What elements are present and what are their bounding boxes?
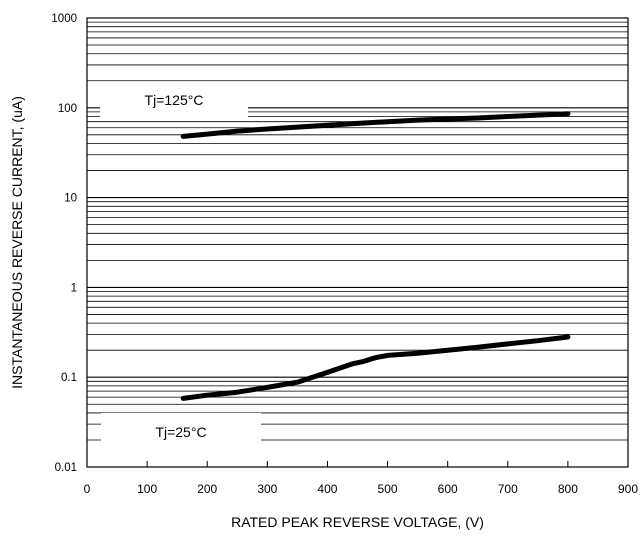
x-tick-label: 600 xyxy=(438,482,458,496)
plot-frame xyxy=(86,17,629,468)
x-axis-label: RATED PEAK REVERSE VOLTAGE, (V) xyxy=(231,514,484,530)
annotation-layer: Tj=125°C Tj=25°C xyxy=(100,85,261,449)
x-tick-label: 800 xyxy=(558,482,578,496)
x-tick-label: 400 xyxy=(317,482,337,496)
x-tick-label: 500 xyxy=(378,482,398,496)
x-tick-label: 900 xyxy=(618,482,638,496)
annotation-tj25-box xyxy=(101,413,261,449)
series-layer xyxy=(180,111,571,401)
x-tick-label: 100 xyxy=(137,482,157,496)
ticks-layer: 0.01 0.1 1 10 100 1000 0 100 200 300 400 500 600 700 8… xyxy=(51,13,638,496)
x-tick-label: 300 xyxy=(257,482,277,496)
annotation-tj125-box xyxy=(100,85,248,121)
annotation-tj125-label: Tj=125°C xyxy=(145,92,204,108)
x-tick-label: 0 xyxy=(84,482,91,496)
y-tick-label: 1 xyxy=(71,282,77,294)
annotation-tj25-label: Tj=25°C xyxy=(155,424,206,440)
x-tick-label: 200 xyxy=(197,482,217,496)
grid-layer xyxy=(87,21,628,468)
series-line-tj125 xyxy=(180,111,571,139)
y-tick-label: 0.01 xyxy=(55,462,77,474)
y-tick-label: 10 xyxy=(64,193,77,205)
y-tick-label: 1000 xyxy=(51,13,77,25)
series-line-tj25 xyxy=(180,334,571,401)
y-axis-label: INSTANTANEOUS REVERSE CURRENT, (uA) xyxy=(9,96,25,389)
x-tick-label: 700 xyxy=(498,482,518,496)
y-tick-label: 100 xyxy=(58,103,77,115)
y-tick-label: 0.1 xyxy=(61,372,77,384)
